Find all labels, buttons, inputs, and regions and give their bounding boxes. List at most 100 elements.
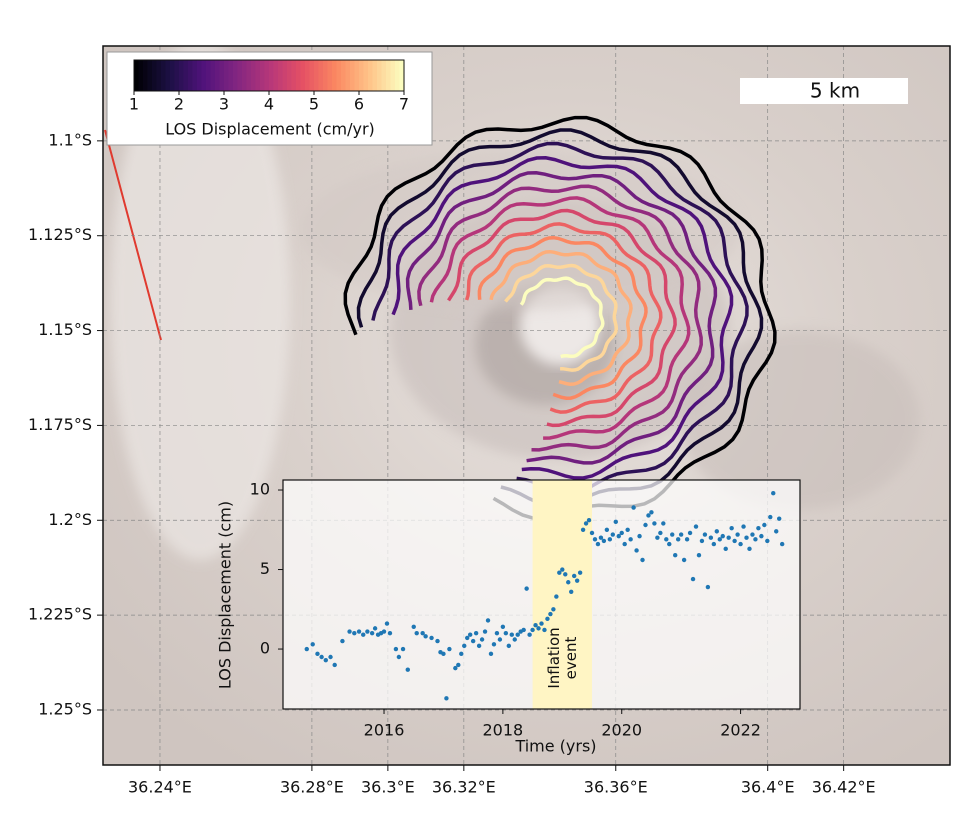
data-point <box>533 622 538 628</box>
data-point <box>571 573 577 579</box>
data-point <box>393 646 399 652</box>
colorbar-swatch <box>215 60 221 91</box>
colorbar-swatch <box>201 60 207 91</box>
colorbar-swatch <box>210 60 216 91</box>
data-point <box>678 532 684 537</box>
colorbar-swatch <box>296 60 302 91</box>
data-point <box>625 527 630 532</box>
data-point <box>494 630 500 636</box>
data-point <box>675 537 681 542</box>
data-point <box>720 533 725 539</box>
data-point <box>673 553 678 558</box>
data-point <box>521 627 526 633</box>
y-tick-label: 1.175°S <box>28 415 92 434</box>
data-point <box>488 651 494 657</box>
data-point <box>577 570 583 575</box>
contour <box>391 156 734 480</box>
colorbar-swatch <box>224 60 230 91</box>
scale-bar <box>740 78 908 104</box>
data-point <box>779 541 785 547</box>
colorbar-swatch <box>399 60 405 91</box>
data-point <box>652 521 657 526</box>
data-point <box>465 635 470 641</box>
data-point <box>560 567 565 572</box>
data-point <box>551 607 556 612</box>
data-point <box>753 537 758 542</box>
colorbar-tick-label: 7 <box>399 95 409 114</box>
data-point <box>381 629 387 634</box>
data-point <box>524 586 529 591</box>
data-point <box>714 529 720 534</box>
data-point <box>729 525 734 531</box>
y-tick-label: 0 <box>260 639 270 658</box>
data-point <box>684 537 690 542</box>
colorbar-swatch <box>206 60 212 91</box>
data-point <box>690 576 696 582</box>
data-point <box>328 654 333 660</box>
colorbar-swatch <box>368 60 374 91</box>
data-point <box>661 521 666 526</box>
map-frame <box>102 45 951 766</box>
data-point <box>768 514 773 520</box>
colorbar-swatch <box>165 60 171 91</box>
data-point <box>705 584 711 590</box>
highlight-span <box>532 480 593 709</box>
data-point <box>473 630 479 636</box>
x-tick-label: 2022 <box>720 721 761 740</box>
colorbar-swatch <box>179 60 185 91</box>
data-point <box>708 535 714 540</box>
colorbar-swatch <box>327 60 333 91</box>
data-point <box>566 580 571 585</box>
data-point <box>332 662 337 668</box>
data-point <box>372 626 378 631</box>
contour <box>477 235 648 400</box>
data-point <box>658 530 663 536</box>
data-point <box>747 546 752 552</box>
data-point <box>699 538 705 544</box>
data-point <box>310 642 315 647</box>
data-point <box>485 618 491 623</box>
data-point <box>479 637 485 642</box>
data-point <box>536 626 541 631</box>
contour <box>447 208 677 428</box>
data-point <box>319 654 324 660</box>
colorbar-swatch <box>242 60 248 91</box>
colorbar-swatch <box>188 60 194 91</box>
colorbar-swatch <box>219 60 225 91</box>
x-axis-label: Time (yrs) <box>514 737 596 756</box>
data-point <box>574 578 580 583</box>
colorbar-swatch <box>332 60 338 91</box>
scale-bar-label: 5 km <box>810 79 860 103</box>
data-point <box>732 538 737 544</box>
data-point <box>589 530 595 536</box>
colorbar-tick-label: 4 <box>264 95 274 114</box>
data-point <box>515 632 520 637</box>
x-tick-label: 36.3°E <box>361 778 415 797</box>
contour <box>519 276 605 359</box>
colorbar-swatch <box>291 60 297 91</box>
y-tick-label: 1.25°S <box>38 699 92 718</box>
data-point <box>759 533 764 539</box>
colorbar-swatch <box>156 60 162 91</box>
data-point <box>723 546 728 552</box>
data-point <box>387 630 393 636</box>
colorbar-swatch <box>386 60 392 91</box>
data-point <box>655 535 660 540</box>
data-point <box>548 611 553 617</box>
x-tick-label: 36.42°E <box>812 778 876 797</box>
y-tick-label: 1.2°S <box>48 510 92 529</box>
data-point <box>643 522 648 528</box>
data-point <box>429 635 434 641</box>
colorbar-swatch <box>251 60 257 91</box>
data-point <box>667 541 672 547</box>
y-tick-label: 10 <box>250 480 270 499</box>
contour <box>429 196 691 440</box>
data-point <box>447 646 452 652</box>
data-point <box>604 527 610 532</box>
data-point <box>530 627 535 633</box>
data-point <box>583 521 589 526</box>
colorbar-swatch <box>233 60 239 91</box>
colorbar-swatch <box>377 60 383 91</box>
data-point <box>506 643 512 649</box>
